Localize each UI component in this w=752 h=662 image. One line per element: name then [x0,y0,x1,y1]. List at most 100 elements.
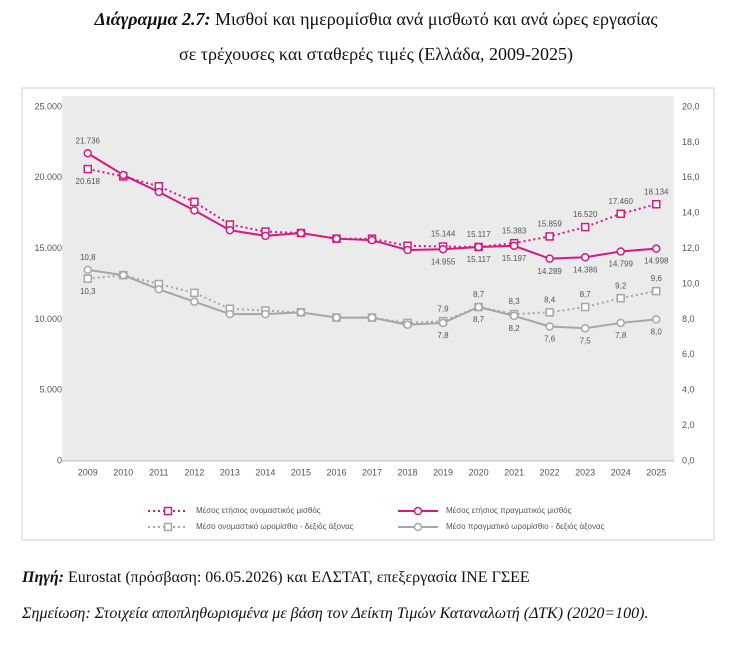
marker [154,285,164,294]
data-label: 15.117 [467,230,491,239]
marker [438,244,448,254]
marker [509,311,519,321]
marker [616,293,625,303]
data-label: 14.386 [573,265,598,274]
marker [83,164,93,174]
legend-marker [163,522,173,532]
data-label: 15.117 [467,255,491,264]
marker [296,228,306,238]
marker [367,235,377,245]
y-tick-label: 20.000 [34,172,62,182]
x-tick-label: 2025 [646,467,666,477]
x-tick-label: 2011 [149,467,168,477]
title-line: Διάγραμμα 2.7: Μισθοί και ημερομίσθια αν… [0,9,752,30]
data-label: 7,9 [437,304,449,313]
title-line: σε τρέχουσες και σταθερές τιμές (Ελλάδα,… [178,44,574,64]
data-label: 18.134 [644,187,669,196]
title-text: Μισθοί και ημερομίσθια ανά μισθωτό και α… [214,9,658,29]
data-label: 15.383 [502,226,527,235]
marker [580,222,590,232]
marker [119,170,128,180]
title-prefix: Διάγραμμα 2.7: [94,9,211,29]
x-tick-label: 2012 [184,467,204,477]
x-tick-label: 2018 [398,467,418,477]
marker [190,206,199,215]
data-label: 15.144 [431,230,456,239]
legend-marker [413,506,423,516]
legend-label: Μέσος ετήσιος ονομαστικός μισθός [196,506,321,515]
source-text: Eurostat (πρόσβαση: 06.05.2026) και ΕΛΣΤ… [68,569,530,586]
x-tick-label: 2014 [255,467,275,477]
data-label: 21.736 [76,136,101,145]
x-tick-label: 2020 [469,467,489,477]
data-label: 14.799 [608,260,633,269]
y-tick-label: 10.000 [34,314,62,324]
marker [367,313,377,322]
data-label: 20.618 [76,177,101,186]
y2-tick-label: 8,0 [682,314,695,324]
marker [651,244,661,253]
data-label: 8,0 [651,328,663,337]
note: Σημείωση: Στοιχεία αποπληθωρισμένα με βά… [22,605,649,622]
y2-tick-label: 10,0 [682,278,700,288]
marker [545,254,554,263]
x-tick-label: 2009 [78,467,98,477]
marker [190,288,199,298]
marker [83,274,93,283]
x-tick-label: 2021 [504,467,524,477]
x-tick-label: 2010 [113,467,133,477]
data-label: 10,3 [80,287,96,296]
y-tick-label: 5.000 [39,385,62,395]
x-tick-label: 2013 [220,467,240,477]
marker [545,322,554,331]
source-label: Πηγή: [22,569,64,586]
marker [438,318,448,328]
marker [296,308,306,317]
y-tick-label: 25.000 [34,101,62,111]
y2-tick-label: 16,0 [682,172,700,182]
marker [332,313,341,322]
data-label: 17.460 [608,197,633,206]
x-tick-label: 2023 [575,467,595,477]
marker [580,253,590,262]
data-label: 15.197 [502,254,527,263]
marker [651,199,661,209]
y2-tick-label: 14,0 [682,208,700,218]
legend-marker [413,522,423,532]
data-label: 14.289 [537,267,562,276]
data-label: 8,4 [544,295,556,304]
y2-tick-label: 0,0 [682,455,695,465]
x-tick-label: 2015 [291,467,311,477]
plot-area [62,96,674,461]
data-label: 9,6 [651,274,663,283]
data-label: 7,5 [580,336,592,345]
marker [474,242,483,252]
x-tick-label: 2017 [362,467,382,477]
marker [154,187,164,197]
marker [190,197,199,207]
marker [403,320,412,329]
marker [651,315,661,324]
y-tick-label: 0 [57,455,62,465]
x-tick-label: 2024 [611,467,631,477]
marker [261,309,270,319]
legend-label: Μέσος ετήσιος πραγματικός μισθός [446,506,572,515]
data-label: 16.520 [573,210,598,219]
y-tick-label: 15.000 [34,243,62,253]
x-tick-label: 2022 [540,467,560,477]
data-label: 8,2 [509,324,521,333]
y2-tick-label: 12,0 [682,243,700,253]
marker [83,265,93,275]
data-label: 14.998 [644,257,669,266]
marker [474,302,483,312]
marker [261,231,270,241]
chart-border [21,87,715,541]
marker [545,232,554,241]
data-label: 7,8 [615,331,627,340]
data-label: 9,2 [615,281,627,290]
legend-label: Μέσο πραγματικό ωρομίσθιο - δεξιός άξονα… [446,522,605,531]
y2-tick-label: 6,0 [682,349,695,359]
marker [651,286,661,296]
data-label: 8,7 [473,315,485,324]
marker [225,309,235,319]
